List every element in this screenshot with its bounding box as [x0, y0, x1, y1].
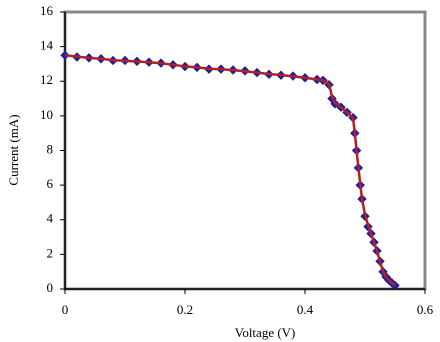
y-tick-label: 10 — [40, 107, 53, 122]
y-tick-label: 12 — [40, 72, 53, 87]
y-tick-label: 6 — [47, 176, 54, 191]
x-tick-label: 0 — [62, 302, 69, 317]
y-tick-label: 2 — [47, 245, 54, 260]
x-tick-label: 0.2 — [177, 302, 193, 317]
y-tick-label: 0 — [47, 280, 54, 295]
fit-line — [64, 54, 396, 287]
plot-frame — [63, 10, 427, 291]
x-tick-label: 0.6 — [417, 302, 434, 317]
x-tick-label: 0.4 — [297, 302, 314, 317]
y-tick-label: 16 — [40, 3, 54, 18]
x-axis-label: Voltage (V) — [235, 325, 296, 340]
y-axis-label: Current (mA) — [6, 114, 21, 185]
y-tick-label: 4 — [47, 211, 54, 226]
y-tick-label: 14 — [40, 38, 54, 53]
y-tick-label: 8 — [47, 141, 54, 156]
